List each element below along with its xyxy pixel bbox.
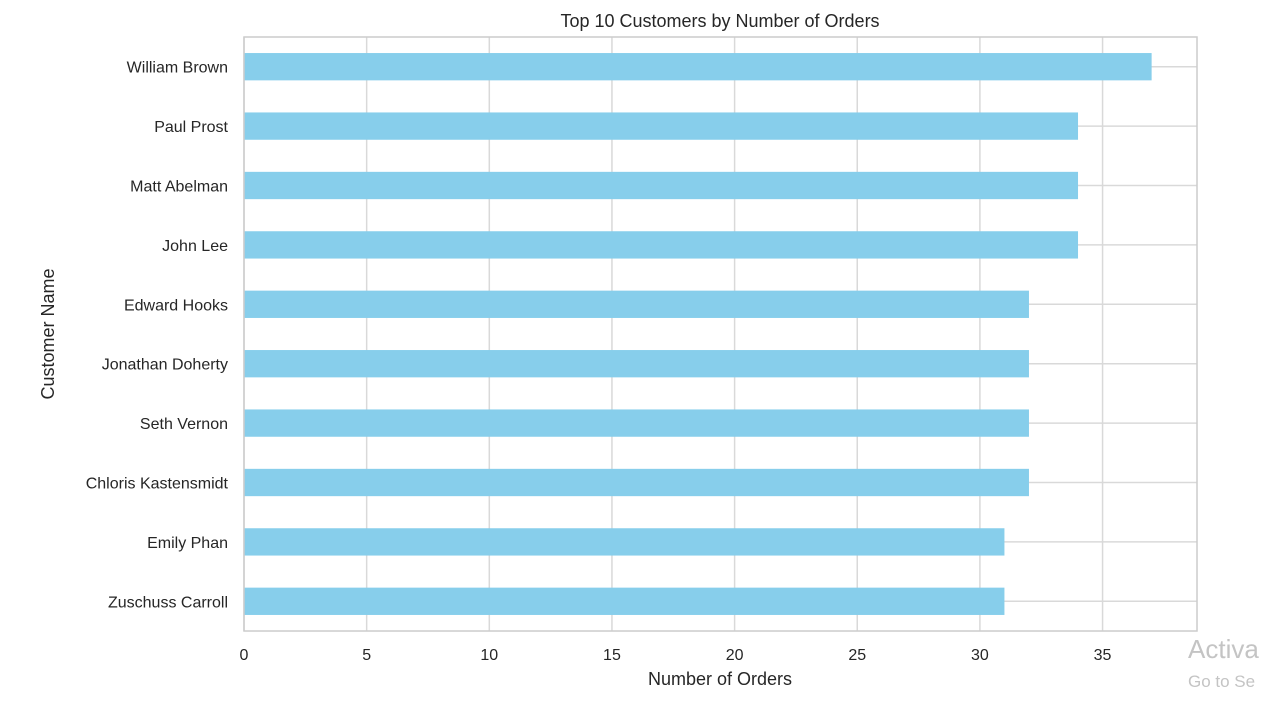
x-axis-label: Number of Orders xyxy=(648,669,792,689)
y-tick-label: Chloris Kastensmidt xyxy=(86,476,229,493)
bar-william-brown xyxy=(244,53,1152,81)
x-tick-label: 10 xyxy=(480,647,498,664)
y-tick-label: Edward Hooks xyxy=(124,297,228,314)
bar-paul-prost xyxy=(244,112,1079,140)
bar-matt-abelman xyxy=(244,171,1079,200)
x-tick-label: 5 xyxy=(362,647,371,664)
bar-jonathan-doherty xyxy=(244,350,1029,378)
y-tick-label: Jonathan Doherty xyxy=(102,357,228,374)
y-tick-label: Seth Vernon xyxy=(140,416,228,433)
chart-title: Top 10 Customers by Number of Orders xyxy=(560,11,879,31)
y-tick-label: Matt Abelman xyxy=(130,179,228,196)
y-tick-label: Paul Prost xyxy=(154,119,228,136)
bar-seth-vernon xyxy=(244,409,1029,437)
y-tick-label: Emily Phan xyxy=(147,535,228,552)
x-tick-label: 15 xyxy=(603,647,621,664)
x-tick-label: 30 xyxy=(971,647,989,664)
bar-edward-hooks xyxy=(244,290,1029,318)
y-tick-label: Zuschuss Carroll xyxy=(108,594,228,611)
activation-watermark-subtitle: Go to Se xyxy=(1188,672,1256,691)
y-axis-label: Customer Name xyxy=(38,268,58,399)
activation-watermark-title: Activa xyxy=(1188,634,1259,664)
bar-zuschuss-carroll xyxy=(244,587,1005,615)
x-tick-label: 35 xyxy=(1094,647,1112,664)
y-tick-label: William Brown xyxy=(127,60,228,77)
y-tick-labels: William Brown Paul Prost Matt Abelman John … xyxy=(86,60,229,612)
bar-chloris-kastensmidt xyxy=(244,468,1029,497)
x-tick-labels: 0 5 10 15 20 25 30 35 xyxy=(240,647,1112,664)
bars xyxy=(244,53,1152,615)
bar-john-lee xyxy=(244,231,1079,259)
y-tick-label: John Lee xyxy=(162,238,228,255)
x-tick-label: 0 xyxy=(240,647,249,664)
x-tick-label: 25 xyxy=(848,647,866,664)
x-tick-label: 20 xyxy=(726,647,744,664)
bar-emily-phan xyxy=(244,528,1005,556)
plot-frame xyxy=(243,36,1198,632)
